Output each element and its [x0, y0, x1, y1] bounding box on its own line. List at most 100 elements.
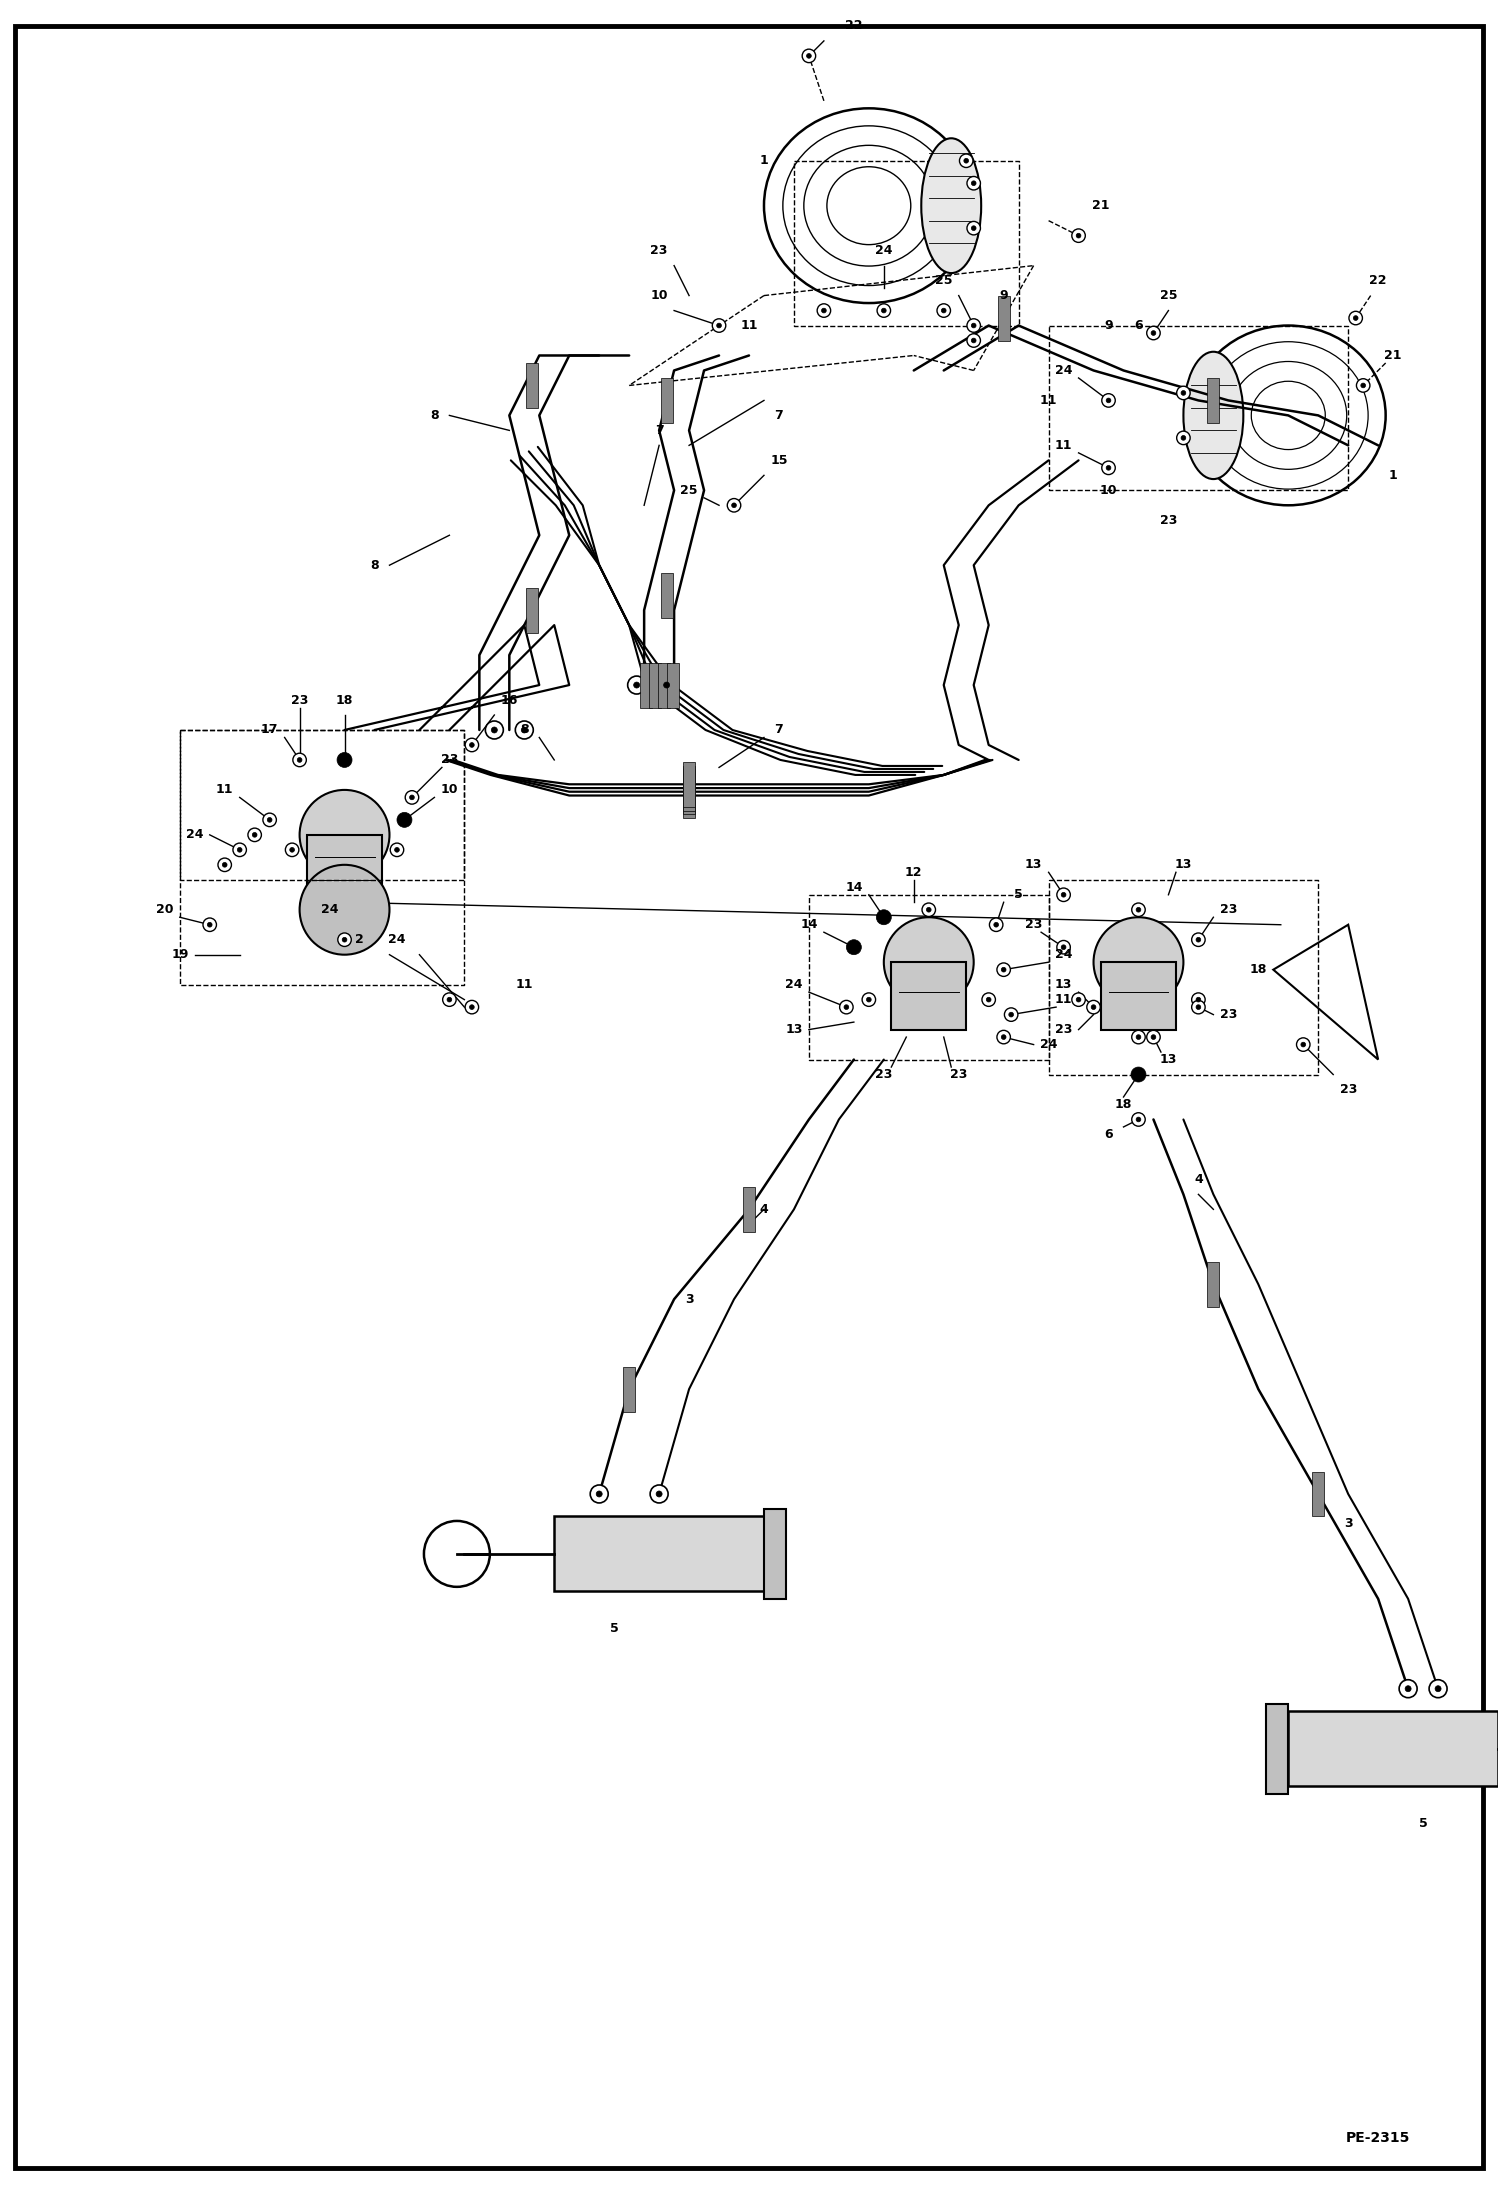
Circle shape — [1071, 994, 1085, 1007]
Circle shape — [202, 917, 217, 932]
Circle shape — [966, 222, 980, 235]
Circle shape — [237, 847, 243, 851]
Text: 9: 9 — [999, 290, 1008, 303]
Circle shape — [921, 904, 935, 917]
Circle shape — [998, 1031, 1010, 1044]
Text: 14: 14 — [800, 919, 818, 930]
Circle shape — [394, 847, 400, 851]
Circle shape — [1106, 397, 1112, 404]
Circle shape — [650, 1485, 668, 1503]
Circle shape — [289, 847, 295, 851]
Circle shape — [1135, 1117, 1141, 1121]
Circle shape — [1056, 941, 1070, 954]
Circle shape — [1004, 1007, 1019, 1022]
Bar — [1207, 1262, 1219, 1308]
Text: 11: 11 — [1055, 994, 1073, 1007]
Text: 18: 18 — [336, 693, 354, 706]
Circle shape — [409, 794, 415, 801]
Bar — [743, 1187, 755, 1231]
Circle shape — [881, 307, 887, 314]
Text: 23: 23 — [291, 693, 309, 706]
Bar — [998, 296, 1010, 340]
Text: 21: 21 — [1384, 349, 1402, 362]
Text: 23: 23 — [650, 244, 668, 257]
Circle shape — [728, 498, 740, 511]
Bar — [526, 588, 538, 632]
Circle shape — [297, 757, 303, 761]
Circle shape — [1405, 1685, 1411, 1692]
Circle shape — [337, 753, 352, 768]
Text: 7: 7 — [774, 408, 783, 421]
Circle shape — [818, 303, 830, 318]
Text: 3: 3 — [1344, 1518, 1353, 1531]
Circle shape — [1061, 946, 1067, 950]
Circle shape — [966, 318, 980, 331]
Circle shape — [252, 832, 258, 838]
Text: 11: 11 — [1040, 395, 1058, 406]
Text: 7: 7 — [774, 724, 783, 737]
Circle shape — [664, 682, 670, 689]
Circle shape — [1353, 316, 1359, 320]
Circle shape — [1132, 904, 1144, 917]
Circle shape — [515, 722, 533, 739]
Text: 1: 1 — [1389, 470, 1398, 483]
Circle shape — [1147, 1031, 1159, 1044]
Circle shape — [1150, 1036, 1156, 1040]
Circle shape — [397, 812, 412, 827]
Bar — [554, 1516, 764, 1591]
Circle shape — [966, 333, 980, 347]
Text: 4: 4 — [1194, 1174, 1203, 1187]
Circle shape — [971, 226, 977, 230]
Circle shape — [656, 1492, 662, 1496]
Circle shape — [821, 307, 827, 314]
Circle shape — [491, 726, 497, 733]
Circle shape — [1008, 1011, 1014, 1018]
Circle shape — [1094, 917, 1183, 1007]
Circle shape — [521, 726, 527, 733]
Text: 19: 19 — [171, 948, 189, 961]
Text: 22: 22 — [845, 20, 863, 33]
Circle shape — [389, 842, 404, 856]
Text: 13: 13 — [1174, 858, 1192, 871]
Text: 8: 8 — [370, 559, 379, 573]
Circle shape — [464, 737, 479, 753]
Circle shape — [1147, 327, 1159, 340]
Text: 24: 24 — [875, 244, 893, 257]
Bar — [658, 663, 670, 706]
Text: 24: 24 — [1055, 364, 1073, 377]
Circle shape — [1195, 998, 1201, 1003]
Text: 24: 24 — [388, 932, 406, 946]
Bar — [667, 663, 679, 706]
Circle shape — [342, 937, 348, 941]
Circle shape — [1300, 1042, 1306, 1047]
Circle shape — [1357, 380, 1369, 393]
Text: 17: 17 — [261, 724, 279, 737]
Circle shape — [1150, 331, 1156, 336]
Text: 23: 23 — [1339, 1084, 1357, 1097]
Circle shape — [1180, 391, 1186, 395]
Circle shape — [731, 502, 737, 507]
Circle shape — [1192, 994, 1204, 1007]
Circle shape — [878, 303, 890, 318]
Circle shape — [806, 53, 812, 59]
Bar — [640, 663, 652, 706]
Circle shape — [1001, 968, 1007, 972]
Bar — [1101, 963, 1176, 1029]
Circle shape — [485, 722, 503, 739]
Bar — [661, 377, 673, 423]
Circle shape — [1076, 998, 1082, 1003]
Text: 22: 22 — [1369, 274, 1387, 287]
Circle shape — [464, 1000, 479, 1014]
Circle shape — [963, 158, 969, 162]
Circle shape — [658, 676, 676, 693]
Circle shape — [469, 1005, 475, 1009]
Bar — [661, 573, 673, 619]
Circle shape — [1086, 1000, 1100, 1014]
Text: 25: 25 — [935, 274, 953, 287]
Circle shape — [1056, 889, 1070, 902]
Circle shape — [1195, 937, 1201, 941]
Text: 24: 24 — [785, 979, 803, 992]
Circle shape — [469, 742, 475, 748]
Circle shape — [234, 842, 246, 856]
Text: 23: 23 — [950, 1068, 968, 1082]
